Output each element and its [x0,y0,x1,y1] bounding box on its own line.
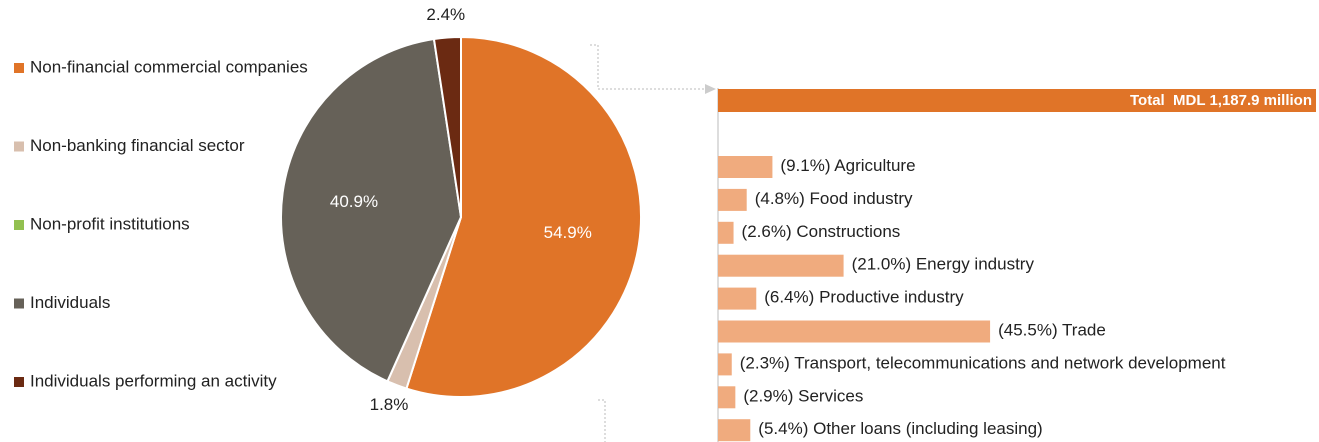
legend-swatch [14,377,24,387]
legend-label: Non-banking financial sector [30,136,245,155]
bar [718,419,751,442]
category-label: Productive industry [819,288,964,307]
bar-label: (2.6%) Constructions [742,222,901,241]
bar [718,320,991,343]
value-label: (21.0%) [852,255,912,274]
value-label: (5.4%) [758,420,808,439]
category-label: Constructions [796,222,900,241]
value-label: (9.1%) [780,156,830,175]
category-label: Energy industry [916,255,1035,274]
value-label: (2.9%) [743,387,793,406]
legend-label: Individuals performing an activity [30,371,277,390]
category-label: Transport, telecommunications and networ… [794,354,1225,373]
value-label: (45.5%) [998,321,1058,340]
bar-label: (2.9%) Services [743,387,863,406]
legend-swatch [14,63,24,73]
data-label: 40.9% [330,192,378,211]
legend-swatch [14,141,24,152]
bar [718,156,773,178]
bar [718,353,732,376]
total-label: Total MDL 1,187.9 million [1130,92,1312,109]
value-label: (4.8%) [755,189,805,208]
bar [718,188,747,211]
connector-arrow [705,84,716,94]
bar [718,221,734,244]
pie-slice [280,37,463,383]
legend-swatch [14,298,24,309]
category-label: Other loans (including leasing) [813,420,1043,439]
bar [718,386,736,409]
pie-slice [405,35,642,398]
bar-label: (6.4%) Productive industry [764,288,964,307]
category-label: Services [798,387,863,406]
data-label: 2.4% [426,5,465,24]
category-label: Food industry [810,189,913,208]
category-label: Agriculture [834,156,915,175]
data-label: 54.9% [544,223,592,242]
connector [590,44,705,90]
bar [718,254,844,277]
legend-label: Individuals [30,293,110,312]
total-bar [718,89,1316,112]
connector [598,399,606,442]
legend-label: Non-profit institutions [30,214,190,233]
legend-swatch [14,220,24,230]
bar-label: (9.1%) Agriculture [780,156,915,175]
data-label: 1.8% [370,395,409,414]
bar-label: (2.3%) Transport, telecommunications and… [740,354,1226,373]
value-label: (2.3%) [740,354,790,373]
value-label: (2.6%) [742,222,792,241]
bar-label: (45.5%) Trade [998,321,1106,340]
bar-label: (5.4%) Other loans (including leasing) [758,420,1042,439]
bar-label: (4.8%) Food industry [755,189,913,208]
category-label: Trade [1062,321,1106,340]
value-label: (6.4%) [764,288,814,307]
bar [718,287,757,310]
bar-label: (21.0%) Energy industry [852,255,1035,274]
pie-slice [432,35,462,218]
legend-label: Non-financial commercial companies [30,57,308,76]
